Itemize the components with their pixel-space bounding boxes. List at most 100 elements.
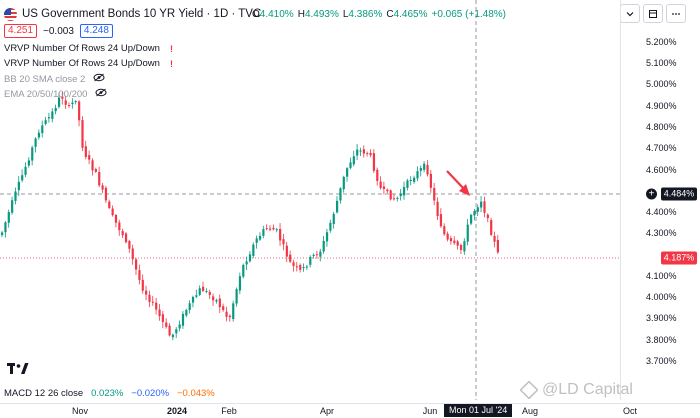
tradingview-logo-icon[interactable]	[7, 362, 29, 380]
sell-price-button[interactable]: 4.251	[4, 24, 38, 38]
candle-body	[285, 245, 288, 257]
candle-body	[155, 302, 158, 310]
candle-body	[178, 324, 181, 329]
candle-body	[101, 185, 104, 190]
candle-body	[128, 240, 131, 249]
candle-body	[248, 254, 252, 262]
candle-body	[71, 102, 74, 105]
time-axis[interactable]: Nov 2024 Feb Apr Jun Aug Oct	[0, 403, 700, 418]
candle-body	[446, 233, 449, 240]
candle-body	[272, 227, 275, 230]
candle-body	[299, 264, 302, 270]
candle-body	[255, 238, 258, 243]
open-label: O	[252, 8, 260, 20]
candle-body	[88, 155, 91, 160]
candle-body	[493, 235, 496, 242]
candle-body	[322, 240, 325, 252]
price-tick: 4.300%	[646, 228, 677, 238]
warning-icon[interactable]: !	[169, 43, 173, 54]
candle-body	[114, 215, 118, 223]
candle-body	[386, 189, 389, 192]
candle-body	[7, 212, 10, 223]
candle-body	[81, 120, 84, 148]
candle-body	[84, 146, 87, 158]
candle-body	[319, 251, 322, 257]
candle-body	[195, 295, 198, 297]
candle-body	[265, 228, 268, 230]
candle-body	[269, 228, 272, 230]
candle-body	[27, 160, 30, 166]
candle-body	[181, 313, 185, 326]
candle-body	[232, 303, 235, 320]
macd-legend[interactable]: MACD 12 26 close 0.023% −0.020% −0.043%	[4, 388, 215, 399]
add-alert-plus-icon[interactable]: +	[646, 188, 657, 200]
indicator-vrvp-1[interactable]: VRVP Number Of Rows 24 Up/Down !	[4, 43, 173, 54]
candle-body	[292, 262, 295, 266]
warning-icon[interactable]: !	[169, 58, 173, 69]
candle-body	[302, 267, 305, 269]
candle-body	[423, 163, 426, 170]
candle-body	[389, 190, 392, 200]
candle-body	[449, 238, 453, 242]
time-label: Apr	[319, 406, 335, 416]
spread-value: −0.003	[43, 25, 74, 37]
candle-body	[382, 186, 386, 190]
candle-body	[279, 228, 282, 241]
candle-body	[31, 147, 34, 161]
price-axis[interactable]: 5.200% 5.100% 5.000% 4.900% 4.800% 4.700…	[620, 0, 700, 400]
indicator-bb[interactable]: BB 20 SMA close 2	[4, 73, 105, 85]
price-tick: 5.100%	[646, 58, 677, 68]
candle-body	[346, 168, 349, 177]
macd-histogram-value: −0.043%	[176, 388, 215, 399]
candle-body	[225, 311, 228, 317]
us-flag-icon	[4, 7, 17, 21]
candle-body	[138, 270, 141, 281]
close-label: C	[386, 8, 394, 20]
eye-hidden-icon[interactable]	[93, 73, 105, 85]
watermark: @LD Capital	[520, 381, 633, 399]
candle-body	[262, 229, 265, 236]
candle-body	[121, 231, 124, 236]
candle-body	[108, 201, 111, 209]
candle-body	[104, 187, 108, 201]
candle-body	[235, 289, 238, 304]
indicator-vrvp-2[interactable]: VRVP Number Of Rows 24 Up/Down !	[4, 58, 173, 69]
candle-body	[148, 294, 151, 302]
eye-hidden-icon[interactable]	[95, 88, 107, 100]
candle-body	[208, 291, 211, 295]
candle-body	[456, 241, 459, 246]
candle-body	[1, 232, 4, 235]
crosshair-price-label: 4.484%	[661, 187, 697, 201]
price-tick: 3.800%	[646, 335, 677, 345]
symbol-header: US Government Bonds 10 YR Yield · 1D · T…	[4, 5, 261, 23]
trade-price-row: 4.251 −0.003 4.248	[4, 24, 113, 38]
candle-body	[4, 222, 7, 233]
watermark-logo-icon	[520, 381, 538, 399]
candle-body	[151, 301, 154, 303]
more-options-icon[interactable]	[666, 4, 686, 23]
candle-body	[483, 201, 486, 213]
price-chart[interactable]	[0, 0, 620, 400]
macd-label: MACD 12 26 close	[4, 388, 84, 399]
high-value: 4.493%	[304, 8, 339, 20]
candle-body	[141, 279, 144, 291]
symbol-title[interactable]: US Government Bonds 10 YR Yield · 1D · T…	[22, 8, 262, 20]
candle-body	[17, 181, 20, 191]
candle-body	[185, 310, 188, 316]
open-value: 4.410%	[259, 8, 294, 20]
candle-body	[403, 187, 406, 196]
object-tree-icon[interactable]	[643, 4, 663, 23]
candle-body	[436, 201, 439, 216]
candle-body	[325, 232, 329, 242]
low-label: L	[342, 8, 349, 20]
candle-body	[158, 309, 161, 317]
candle-body	[362, 149, 365, 154]
chart-area[interactable]	[0, 0, 620, 400]
candle-body	[473, 210, 476, 216]
buy-price-button[interactable]: 4.248	[79, 24, 113, 38]
candle-body	[453, 240, 456, 244]
price-tick: 4.100%	[646, 271, 677, 281]
candle-body	[426, 164, 429, 175]
candle-body	[47, 117, 51, 119]
indicator-ema[interactable]: EMA 20/50/100/200	[4, 88, 107, 100]
